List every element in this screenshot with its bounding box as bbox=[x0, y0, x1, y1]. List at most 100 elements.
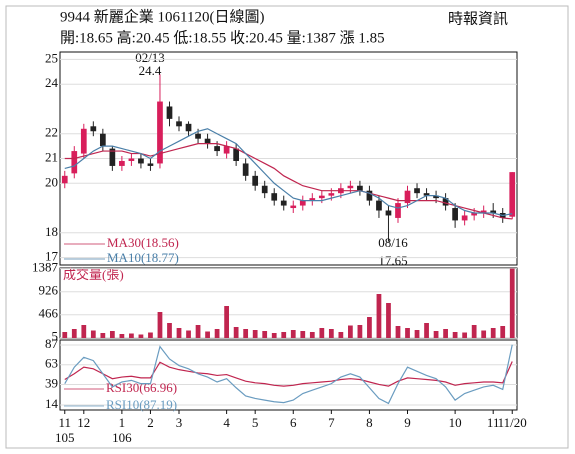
candle-body bbox=[204, 138, 211, 144]
candle-body bbox=[471, 212, 478, 216]
candle-body bbox=[128, 158, 135, 161]
volume-bar bbox=[357, 325, 363, 338]
y-tick-label: 21 bbox=[45, 149, 58, 164]
source: 時報資訊 bbox=[448, 10, 508, 27]
x-tick-label: 6 bbox=[290, 415, 297, 430]
volume-bar bbox=[100, 333, 106, 338]
candle-body bbox=[280, 200, 287, 206]
volume-bar bbox=[509, 268, 515, 338]
volume-bar bbox=[462, 332, 468, 338]
candle-body bbox=[119, 160, 125, 166]
volume-bar bbox=[262, 331, 268, 338]
candle-body bbox=[71, 151, 78, 174]
volume-bar bbox=[129, 333, 134, 338]
volume-bar bbox=[205, 331, 210, 338]
candle-body bbox=[376, 200, 382, 211]
volume-bar bbox=[386, 303, 391, 338]
candle-body bbox=[252, 175, 259, 186]
y-tick-label: 24 bbox=[45, 75, 59, 90]
candle-body bbox=[423, 193, 430, 196]
candle-body bbox=[271, 193, 278, 201]
candle-body bbox=[433, 195, 439, 199]
candle-body bbox=[452, 208, 458, 221]
candle-body bbox=[90, 126, 97, 132]
candle-body bbox=[80, 128, 87, 154]
annotation-value: 24.4 bbox=[139, 63, 162, 78]
annotation-value: 17.65 bbox=[378, 253, 407, 268]
candle-body bbox=[261, 185, 268, 194]
candle-body bbox=[138, 158, 144, 164]
candle-body bbox=[480, 210, 487, 213]
volume-bar bbox=[481, 330, 487, 338]
x-tick-label: 7 bbox=[328, 415, 335, 430]
candle-body bbox=[195, 133, 201, 139]
volume-bar bbox=[500, 326, 506, 338]
volume-bar bbox=[148, 332, 153, 338]
frame bbox=[5, 5, 569, 449]
volume-bar bbox=[443, 329, 448, 338]
volume-bar bbox=[376, 294, 382, 338]
annotation-date: 02/13 bbox=[135, 50, 165, 65]
candle-body bbox=[185, 123, 192, 132]
volume-bar bbox=[138, 334, 144, 338]
candle-body bbox=[385, 210, 392, 216]
x-tick-label: 11/20 bbox=[498, 415, 527, 430]
volume-bar bbox=[167, 323, 172, 338]
volume-bar bbox=[309, 332, 315, 338]
x-tick-label: 11 bbox=[487, 415, 500, 430]
y-tick-label: 18 bbox=[45, 224, 58, 239]
legend-label: RSI10(87.19) bbox=[106, 397, 177, 412]
x-tick-label: 2 bbox=[147, 415, 154, 430]
y-tick-label: 926 bbox=[39, 283, 59, 298]
volume-bar bbox=[424, 323, 429, 338]
series-line bbox=[64, 128, 513, 217]
y-tick-label: 39 bbox=[45, 375, 58, 390]
volume-bar bbox=[452, 332, 458, 338]
rsi-panel bbox=[59, 339, 518, 411]
y-tick-label: 25 bbox=[45, 50, 58, 65]
x-tick-label: 1 bbox=[119, 415, 126, 430]
x-tick-label: 12 bbox=[77, 415, 90, 430]
chart-title: 9944 新麗企業 1061120(日線圖) bbox=[60, 7, 264, 25]
y-tick-label: 14 bbox=[45, 396, 59, 411]
volume-bar bbox=[252, 330, 258, 338]
y-tick-label: 63 bbox=[45, 356, 58, 371]
x-tick-label: 4 bbox=[223, 415, 230, 430]
x-tick-label: 5 bbox=[252, 415, 259, 430]
volume-bar bbox=[186, 330, 191, 338]
volume-title: 成交量(張) bbox=[63, 267, 124, 282]
candle-body bbox=[99, 133, 106, 147]
candle-body bbox=[147, 163, 154, 166]
candle-body bbox=[328, 193, 335, 196]
candle-body bbox=[242, 163, 249, 176]
volume-bar bbox=[348, 325, 353, 338]
candle-body bbox=[414, 188, 420, 194]
volume-bar bbox=[319, 328, 325, 338]
y-tick-label: 5 bbox=[52, 329, 59, 344]
volume-bar bbox=[62, 332, 68, 338]
candle-body bbox=[299, 200, 306, 206]
x-tick-label: 10 bbox=[449, 415, 462, 430]
candle-body bbox=[357, 185, 363, 191]
candle-body bbox=[404, 190, 411, 204]
candle-body bbox=[290, 205, 297, 209]
quote: 開:18.65 高:20.45 低:18.55 收:20.45 量:1387 漲… bbox=[60, 29, 385, 46]
x-tick-label: 11 bbox=[58, 415, 71, 430]
y-tick-label: 1387 bbox=[32, 260, 59, 275]
candle-body bbox=[233, 148, 239, 161]
candle-body bbox=[61, 175, 68, 184]
volume-bar bbox=[109, 331, 115, 338]
x-year-label: 105 bbox=[55, 430, 75, 445]
series-line bbox=[64, 344, 513, 405]
y-tick-label: 17 bbox=[45, 249, 59, 264]
volume-bar bbox=[271, 333, 277, 338]
volume-bar bbox=[281, 332, 287, 338]
volume-bar bbox=[290, 330, 296, 338]
legend-label: MA30(18.56) bbox=[107, 235, 179, 250]
volume-bar bbox=[81, 325, 87, 338]
y-tick-label: 20 bbox=[45, 174, 58, 189]
candle-body bbox=[318, 195, 325, 199]
candle-body bbox=[395, 203, 401, 218]
x-year-label: 106 bbox=[112, 430, 132, 445]
